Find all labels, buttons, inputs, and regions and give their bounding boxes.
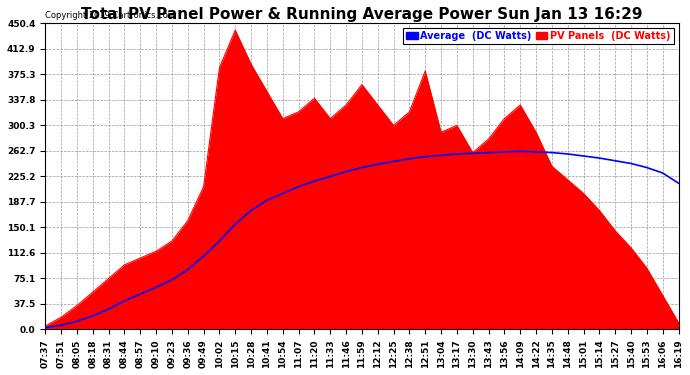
Title: Total PV Panel Power & Running Average Power Sun Jan 13 16:29: Total PV Panel Power & Running Average P… (81, 7, 642, 22)
Legend: Average  (DC Watts), PV Panels  (DC Watts): Average (DC Watts), PV Panels (DC Watts) (403, 28, 673, 44)
Text: Copyright 2019 Cartronics.com: Copyright 2019 Cartronics.com (46, 11, 176, 20)
